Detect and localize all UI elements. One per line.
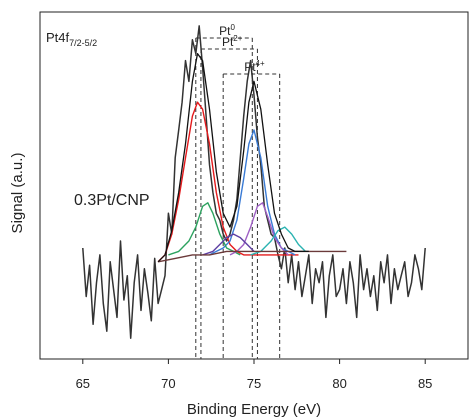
y-axis-label: Signal (a.u.) (9, 153, 26, 234)
state-label: Pt4+ (244, 59, 265, 74)
peak-fit-line (168, 202, 241, 256)
x-axis-label: Binding Energy (eV) (187, 401, 321, 418)
x-tick-label: 80 (332, 376, 346, 391)
peak-fit-line (229, 202, 289, 256)
peak-fit-line (202, 233, 255, 256)
raw-signal-line (82, 25, 426, 339)
series-layer (82, 25, 426, 339)
x-tick-label: 65 (76, 376, 90, 391)
x-axis: 65 70 75 80 85 (76, 359, 432, 391)
x-tick-label: 75 (247, 376, 261, 391)
region-label-sub: 7/2-5/2 (69, 38, 97, 48)
background-line (157, 250, 347, 263)
region-label: Pt4f7/2-5/2 (46, 30, 97, 48)
peak-fit-line (250, 226, 306, 256)
x-tick-label: 70 (161, 376, 175, 391)
state-label: Pt0 (219, 23, 235, 38)
state-label: Pt2+ (222, 34, 243, 49)
sample-label: 0.3Pt/CNP (74, 192, 150, 209)
envelope-line (157, 52, 309, 263)
x-tick-label: 85 (418, 376, 432, 391)
peak-fit-line (157, 101, 299, 263)
region-label-base: Pt4f (46, 30, 70, 45)
